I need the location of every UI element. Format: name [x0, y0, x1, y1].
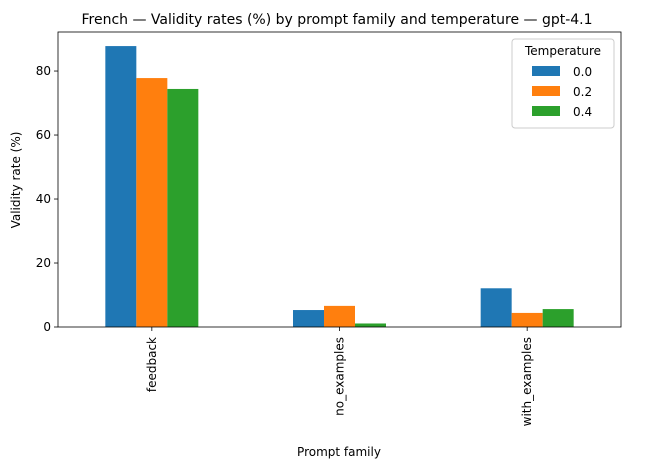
bar-with_examples-temp-0.4 — [542, 309, 574, 327]
bar-feedback-temp-0.4 — [167, 88, 199, 328]
legend-label-0.2: 0.2 — [573, 85, 592, 99]
y-tick-label: 60 — [36, 128, 51, 142]
x-axis-label: Prompt family — [297, 445, 381, 459]
bar-with_examples-temp-0.0 — [480, 288, 512, 327]
y-axis-ticks: 0 20 40 60 80 — [36, 64, 58, 334]
legend-frame — [511, 38, 615, 129]
y-axis-label: Validity rate (%) — [9, 132, 23, 229]
x-tick-label-with_examples: with_examples — [520, 337, 534, 426]
bar-no_examples-temp-0.4 — [355, 323, 386, 327]
bars — [105, 46, 574, 328]
y-tick-label: 20 — [36, 256, 51, 270]
chart-title: French — Validity rates (%) by prompt fa… — [81, 12, 592, 28]
legend: Temperature 0.0 0.2 0.4 — [511, 38, 615, 129]
y-tick-label: 0 — [43, 320, 51, 334]
y-tick-label: 40 — [36, 192, 51, 206]
x-axis-ticks: feedback no_examples with_examples — [145, 327, 534, 426]
x-tick-label-no_examples: no_examples — [333, 337, 347, 416]
bar-feedback-temp-0.2 — [136, 78, 168, 327]
legend-label-0.0: 0.0 — [573, 65, 592, 79]
legend-swatch-0.2 — [532, 86, 560, 96]
y-tick-label: 80 — [36, 64, 51, 78]
legend-label-0.4: 0.4 — [573, 105, 592, 119]
legend-swatch-0.4 — [532, 106, 560, 116]
bar-no_examples-temp-0.2 — [324, 305, 355, 327]
legend-title: Temperature — [524, 44, 601, 58]
bar-no_examples-temp-0.0 — [293, 310, 324, 327]
bar-with_examples-temp-0.2 — [511, 312, 543, 327]
bar-feedback-temp-0.0 — [105, 46, 137, 327]
legend-swatch-0.0 — [532, 66, 560, 76]
x-tick-label-feedback: feedback — [145, 337, 159, 392]
plot-frame — [57, 31, 622, 328]
